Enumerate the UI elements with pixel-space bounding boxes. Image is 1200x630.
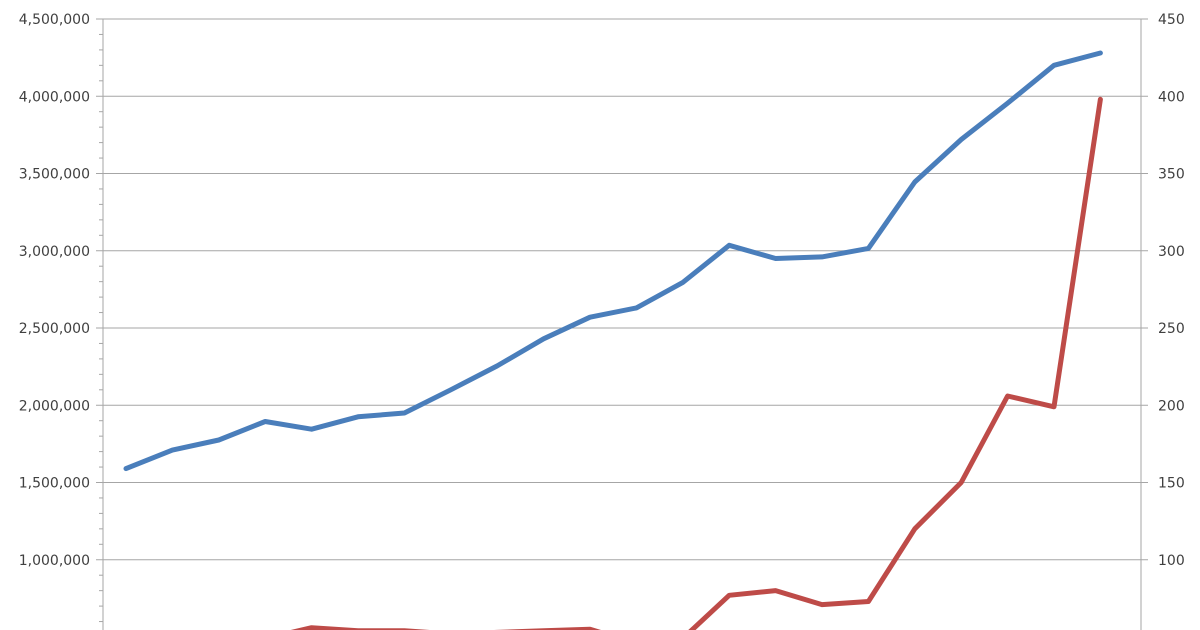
axes — [96, 18, 1148, 630]
y-tick-label: 2,000,000 — [19, 398, 90, 414]
y2-tick-label: 150 — [1158, 476, 1185, 492]
y2-tick-label: 100 — [1158, 553, 1185, 569]
y-tick-label: 4,000,000 — [19, 89, 90, 105]
y2-tick-label: 250 — [1158, 321, 1185, 337]
y-tick-label: 4,500,000 — [19, 12, 90, 28]
y2-tick-label: 400 — [1158, 89, 1185, 105]
y-tick-label: 3,000,000 — [19, 244, 90, 260]
y-tick-label: 1,000,000 — [19, 553, 90, 569]
gridlines — [103, 18, 1141, 561]
y2-tick-label: 300 — [1158, 244, 1185, 260]
y2-tick-label: 450 — [1158, 12, 1185, 28]
y2-tick-label: 200 — [1158, 398, 1185, 414]
y-tick-label: 3,500,000 — [19, 167, 90, 183]
y-axis-tick-labels: 1,000,000 1,500,000 2,000,000 2,500,000 3,00… — [19, 12, 90, 569]
series-lines — [123, 50, 1103, 630]
y2-axis-tick-labels: 100 150 200 250 300 350 400 450 — [1158, 12, 1185, 569]
y-tick-label: 1,500,000 — [19, 476, 90, 492]
y-tick-label: 2,500,000 — [19, 321, 90, 337]
y2-tick-label: 350 — [1158, 167, 1185, 183]
series-line-red — [290, 96, 1103, 630]
series-line-blue — [123, 50, 1103, 472]
